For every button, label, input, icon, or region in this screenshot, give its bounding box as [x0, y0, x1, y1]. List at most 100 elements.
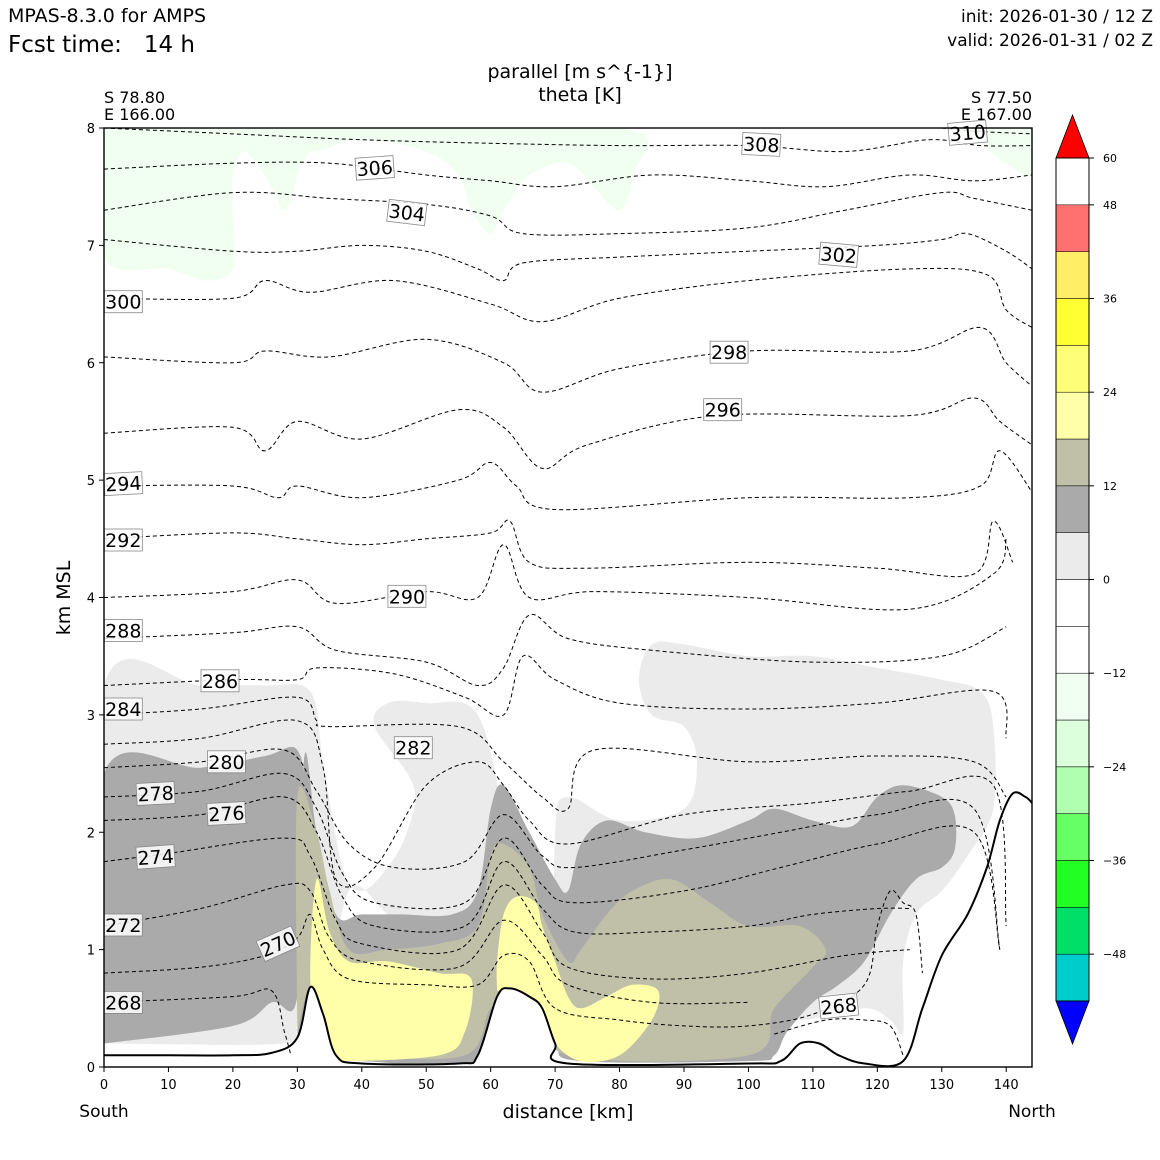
theta-contour-284	[104, 696, 1007, 812]
colorbar: 60 48 36 24 12 0 −12 −24 −36 −48	[1055, 113, 1126, 1046]
theta-label-text: 306	[356, 157, 394, 181]
shade-light-green-mid	[297, 128, 649, 234]
x-tick-label: 130	[929, 1078, 954, 1093]
x-tick-label: 20	[225, 1078, 242, 1093]
y-tick-label: 1	[87, 944, 95, 959]
shade-gray-left	[104, 746, 304, 1044]
colorbar-upper-extension	[1055, 113, 1090, 159]
y-tick-label: 8	[87, 122, 95, 137]
colorbar-tick-label: 60	[1103, 152, 1117, 165]
theta-label-text: 292	[105, 530, 141, 552]
colorbar-bin	[1055, 813, 1090, 861]
theta-label-text: 278	[137, 783, 174, 807]
shade-light-green-right	[812, 128, 1032, 177]
theta-label-text: 274	[137, 846, 175, 870]
colorbar-tick-label: 12	[1103, 480, 1117, 493]
theta-contour-282	[104, 719, 1007, 927]
theta-label-288: 288	[103, 619, 143, 642]
theta-label-282: 282	[393, 736, 433, 760]
theta-contour-268	[774, 1018, 904, 1056]
theta-contour-268	[104, 988, 292, 1056]
colorbar-bin	[1055, 438, 1090, 487]
theta-contour-290	[104, 538, 1007, 611]
theta-contour-300	[104, 267, 1032, 328]
y-tick-label: 0	[87, 1061, 95, 1076]
colorbar-tick-label: −24	[1103, 761, 1126, 774]
x-tick-label: 30	[289, 1078, 306, 1093]
theta-label-text: 288	[105, 620, 141, 642]
colorbar-bin	[1055, 298, 1090, 346]
theta-label-text: 282	[395, 738, 431, 760]
theta-label-274: 274	[135, 844, 176, 870]
left-endpoint-lon: E 166.00	[104, 105, 175, 124]
theta-contour-306	[104, 161, 1032, 188]
colorbar-bin	[1055, 485, 1090, 533]
theta-label-text: 302	[820, 243, 858, 268]
y-tick-label: 4	[87, 592, 95, 607]
theta-label-text: 300	[105, 292, 141, 314]
colorbar-bin	[1055, 907, 1090, 955]
colorbar-tick-label: −48	[1103, 948, 1126, 961]
theta-label-308: 308	[741, 132, 782, 157]
y-tick-label: 6	[87, 357, 95, 372]
theta-contour-298	[104, 326, 1032, 393]
south-label: South	[79, 1102, 128, 1122]
theta-contour-308	[104, 128, 1032, 153]
theta-label-text: 286	[202, 671, 238, 693]
theta-contour-276	[104, 796, 910, 935]
colorbar-bin	[1055, 719, 1090, 768]
theta-contours	[104, 128, 1032, 1056]
y-tick-label: 7	[87, 239, 95, 254]
theta-contour-304	[104, 191, 1032, 236]
theta-contour-272	[104, 882, 749, 1005]
y-axis-label: km MSL	[53, 560, 75, 635]
theta-contour-280	[104, 748, 1001, 950]
theta-label-272: 272	[103, 913, 143, 937]
theta-label-290: 290	[387, 584, 427, 608]
x-axis: 0 10 20 30 40 50 60 70 80 90 100 110 120 130 140	[100, 1067, 1019, 1093]
theta-label-294: 294	[103, 471, 144, 497]
valid-time: valid: 2026-01-31 / 02 Z	[947, 31, 1153, 51]
right-endpoint-lon: E 167.00	[961, 105, 1032, 124]
colorbar-bin	[1055, 672, 1090, 721]
colorbar-tick-label: 24	[1103, 386, 1117, 399]
theta-label-text: 284	[105, 699, 141, 721]
theta-label-276: 276	[206, 801, 247, 826]
y-tick-label: 3	[87, 709, 95, 724]
colorbar-bin	[1055, 532, 1090, 580]
theta-label-text: 272	[105, 915, 141, 937]
y-tick-label: 5	[87, 474, 95, 489]
theta-label-text: 298	[711, 342, 747, 364]
colorbar-bin	[1055, 345, 1090, 393]
terrain-line	[104, 791, 1032, 1067]
theta-label-280: 280	[206, 750, 246, 774]
forecast-time: Fcst time: 14 h	[8, 32, 195, 58]
theta-label-268: 268	[818, 992, 860, 1020]
x-tick-label: 40	[354, 1078, 371, 1093]
theta-label-296: 296	[703, 398, 743, 422]
theta-label-text: 290	[389, 586, 425, 608]
theta-contour-labels: 268 2682702722742762782802822842862882902…	[103, 119, 988, 1020]
x-tick-label: 100	[736, 1078, 761, 1093]
theta-contour-296	[104, 397, 1032, 470]
x-tick-label: 120	[865, 1078, 890, 1093]
colorbar-bin	[1055, 391, 1090, 440]
colorbar-bin	[1055, 251, 1090, 299]
terrain-fill	[104, 792, 1032, 1067]
x-tick-label: 60	[482, 1078, 499, 1093]
theta-label-302: 302	[818, 241, 860, 268]
y-tick-label: 2	[87, 826, 95, 841]
shade-yellow-mid	[496, 896, 660, 1063]
theta-contour-286	[104, 654, 1008, 739]
theta-contour-302	[104, 232, 1032, 282]
theta-contour-294	[104, 450, 1032, 511]
x-axis-label: distance [km]	[503, 1101, 634, 1123]
shade-light-green-top	[104, 128, 312, 281]
theta-label-268: 268	[103, 991, 143, 1014]
wind-shading	[104, 128, 1032, 1067]
x-tick-label: 70	[547, 1078, 564, 1093]
theta-label-304: 304	[386, 198, 428, 227]
colorbar-bin	[1055, 766, 1090, 814]
x-tick-label: 0	[100, 1078, 108, 1093]
x-tick-label: 10	[160, 1078, 177, 1093]
